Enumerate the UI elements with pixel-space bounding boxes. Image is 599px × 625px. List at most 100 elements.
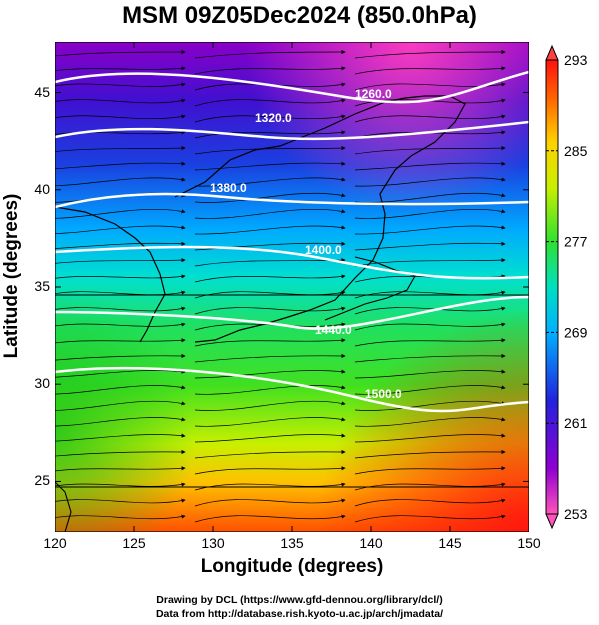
streamline (55, 353, 186, 361)
height-contour (55, 192, 529, 209)
figure-title: MSM 09Z05Dec2024 (850.0hPa) (122, 2, 477, 29)
streamline (194, 400, 346, 411)
streamline (194, 482, 346, 491)
streamline (194, 49, 346, 59)
streamline (55, 161, 186, 170)
streamline (354, 145, 506, 155)
colorbar: 293 285 277 269 261 253 (538, 42, 598, 532)
streamline (194, 369, 346, 379)
streamline (194, 385, 346, 395)
streamline (194, 145, 346, 155)
streamline (194, 466, 346, 475)
colorbar-tick-label: 277 (564, 234, 588, 250)
colorbar-tick-label: 269 (564, 324, 588, 340)
x-axis-title: Longitude (degrees) (200, 556, 384, 577)
streamline (55, 98, 186, 104)
y-tick-label: 40 (34, 180, 50, 197)
height-contours: 1260.0 1320.0 1380.0 1400.0 1440.0 1500.0 (55, 70, 529, 413)
streamline (55, 369, 186, 378)
height-contour (55, 295, 529, 330)
colorbar-graphic: 293 285 277 269 261 253 (545, 44, 588, 530)
streamline (354, 369, 506, 379)
streamline (194, 449, 346, 459)
streamline (194, 433, 346, 443)
streamline (55, 274, 186, 279)
streamline (354, 114, 506, 123)
streamline (55, 322, 186, 327)
streamline (55, 385, 186, 395)
streamline (55, 400, 186, 411)
streamline (354, 498, 506, 507)
x-axis-ticks (55, 42, 529, 532)
streamline (55, 482, 186, 487)
y-axis-title: Latitude (degrees) (1, 193, 22, 359)
x-tick-label: 125 (122, 535, 146, 551)
y-axis-ticks (55, 92, 529, 482)
streamline (354, 161, 506, 171)
streamline (55, 417, 186, 427)
colorbar-max-arrow (545, 44, 559, 61)
streamline (55, 306, 186, 312)
streamline (194, 353, 346, 363)
green-region-southwest (55, 42, 529, 532)
x-tick-label: 120 (43, 535, 67, 551)
streamline (55, 66, 186, 72)
height-contour (55, 366, 529, 413)
height-contour (55, 245, 529, 280)
colorbar-tick-label: 261 (564, 415, 588, 431)
streamline (55, 225, 186, 235)
streamline (354, 258, 506, 267)
streamline (194, 161, 346, 171)
streamline (194, 290, 346, 299)
streamline (55, 241, 186, 249)
streamline (55, 290, 186, 296)
contour-label: 1440.0 (315, 323, 352, 337)
streamline (194, 514, 346, 523)
streamline (55, 498, 186, 504)
streamline (55, 514, 186, 520)
streamline (55, 449, 186, 457)
streamline (194, 66, 346, 75)
streamline (194, 498, 346, 507)
credits-drawing: Drawing by DCL (https://www.gfd-dennou.o… (156, 594, 443, 606)
streamline (354, 400, 506, 411)
height-contour (55, 70, 529, 104)
streamline (55, 177, 186, 187)
y-tick-label: 25 (34, 472, 50, 489)
y-tick-label: 35 (34, 278, 50, 294)
streamline (354, 82, 506, 91)
streamline (55, 49, 186, 57)
streamline (194, 322, 346, 331)
streamline (354, 353, 506, 363)
streamline (354, 482, 506, 491)
x-tick-label: 145 (438, 535, 462, 551)
streamline (354, 241, 506, 251)
streamline (194, 130, 346, 139)
colorbar-ticks: 293 285 277 269 261 253 (546, 52, 588, 522)
streamline (354, 514, 506, 523)
streamline (354, 208, 506, 219)
y-tick-label: 45 (34, 83, 50, 100)
wind-streamlines (55, 49, 506, 523)
colorbar-min-arrow (545, 513, 559, 530)
streamline (55, 433, 186, 442)
streamline (354, 385, 506, 395)
contour-label: 1380.0 (210, 181, 247, 195)
contour-label: 1400.0 (305, 243, 342, 257)
streamline (194, 192, 346, 203)
colorbar-tick-label: 293 (564, 52, 588, 68)
streamline (194, 274, 346, 283)
colorbar-scale (545, 59, 559, 515)
y-tick-label: 30 (34, 375, 50, 392)
contour-label: 1320.0 (255, 111, 292, 125)
streamline (55, 258, 186, 264)
streamline (194, 338, 346, 347)
streamline (194, 417, 346, 427)
streamline (354, 66, 506, 75)
credits-data: Data from http://database.rish.kyoto-u.a… (155, 608, 444, 620)
temperature-streamline-map: 1260.0 1320.0 1380.0 1400.0 1440.0 1500.0 (55, 42, 529, 532)
x-tick-label: 150 (517, 535, 541, 551)
streamline (194, 241, 346, 251)
streamline (354, 322, 506, 331)
streamline (55, 208, 186, 219)
